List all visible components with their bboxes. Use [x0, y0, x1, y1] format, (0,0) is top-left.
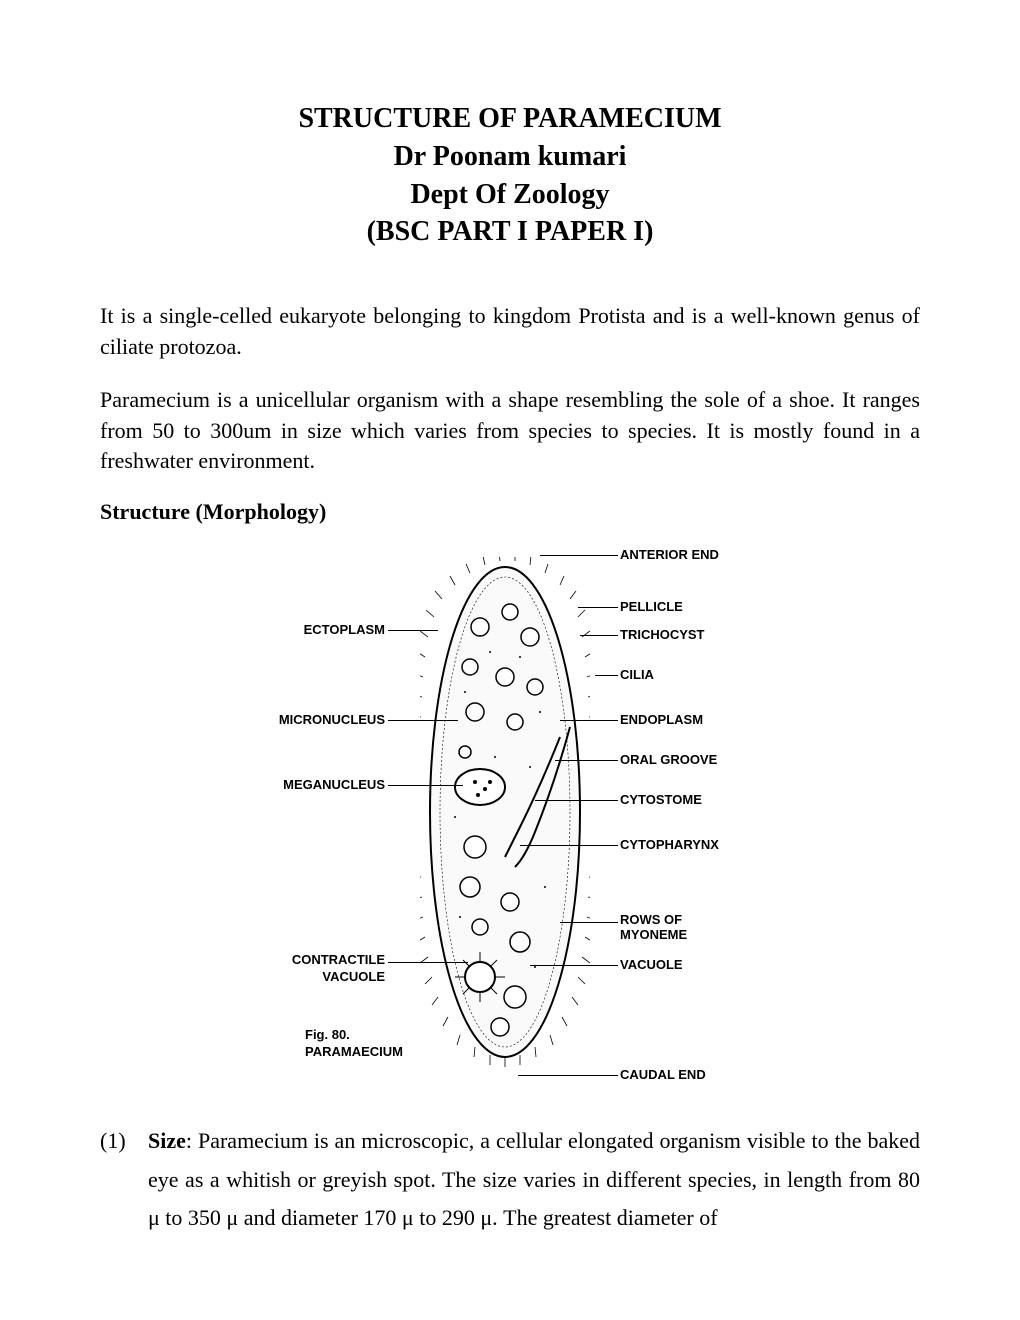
label-vacuole-left: VACUOLE	[322, 969, 385, 984]
label-line	[560, 720, 618, 721]
label-line	[520, 845, 618, 846]
label-cilia: CILIA	[620, 667, 654, 682]
intro-paragraph-2: Paramecium is a unicellular organism wit…	[100, 385, 920, 477]
paramecium-diagram: ANTERIOR END PELLICLE TRICHOCYST CILIA E…	[260, 537, 760, 1097]
intro-paragraph-1: It is a single-celled eukaryote belongin…	[100, 301, 920, 363]
label-ectoplasm: ECTOPLASM	[304, 622, 385, 637]
label-trichocyst: TRICHOCYST	[620, 627, 705, 642]
figure-caption: Fig. 80. PARAMAECIUM	[305, 1027, 403, 1061]
item-text: : Paramecium is an microscopic, a cellul…	[148, 1128, 920, 1230]
label-line	[595, 675, 618, 676]
label-line	[388, 962, 468, 963]
label-anterior-end: ANTERIOR END	[620, 547, 719, 562]
label-cytostome: CYTOSTOME	[620, 792, 702, 807]
title-line-1: STRUCTURE OF PARAMECIUM	[100, 100, 920, 138]
label-line	[388, 785, 463, 786]
label-line	[560, 922, 618, 923]
label-caudal-end: CAUDAL END	[620, 1067, 706, 1082]
title-line-4: (BSC PART I PAPER I)	[100, 213, 920, 251]
organism-body	[420, 557, 590, 1067]
document-header: STRUCTURE OF PARAMECIUM Dr Poonam kumari…	[100, 100, 920, 251]
label-line	[518, 1075, 618, 1076]
fig-title: PARAMAECIUM	[305, 1044, 403, 1059]
label-pellicle: PELLICLE	[620, 599, 683, 614]
label-cytopharynx: CYTOPHARYNX	[620, 837, 719, 852]
label-line	[530, 965, 618, 966]
label-line	[388, 720, 458, 721]
label-contractile: CONTRACTILE	[292, 952, 385, 967]
label-micronucleus: MICRONUCLEUS	[279, 712, 385, 727]
label-line	[578, 607, 618, 608]
label-line	[555, 760, 618, 761]
label-endoplasm: ENDOPLASM	[620, 712, 703, 727]
title-line-2: Dr Poonam kumari	[100, 138, 920, 176]
label-oral-groove: ORAL GROOVE	[620, 752, 717, 767]
label-line	[535, 800, 618, 801]
label-myoneme: MYONEME	[620, 927, 687, 942]
label-line	[580, 635, 618, 636]
fig-number: Fig. 80.	[305, 1027, 350, 1042]
label-meganucleus: MEGANUCLEUS	[283, 777, 385, 792]
item-label: Size	[148, 1128, 186, 1153]
label-line	[388, 630, 438, 631]
label-vacuole: VACUOLE	[620, 957, 683, 972]
item-number: (1)	[100, 1122, 148, 1238]
label-line	[540, 555, 618, 556]
item-content: Size: Paramecium is an microscopic, a ce…	[148, 1122, 920, 1238]
section-heading: Structure (Morphology)	[100, 499, 920, 525]
label-rows-of: ROWS OF	[620, 912, 682, 927]
numbered-point-1: (1) Size: Paramecium is an microscopic, …	[100, 1122, 920, 1238]
title-line-3: Dept Of Zoology	[100, 176, 920, 214]
